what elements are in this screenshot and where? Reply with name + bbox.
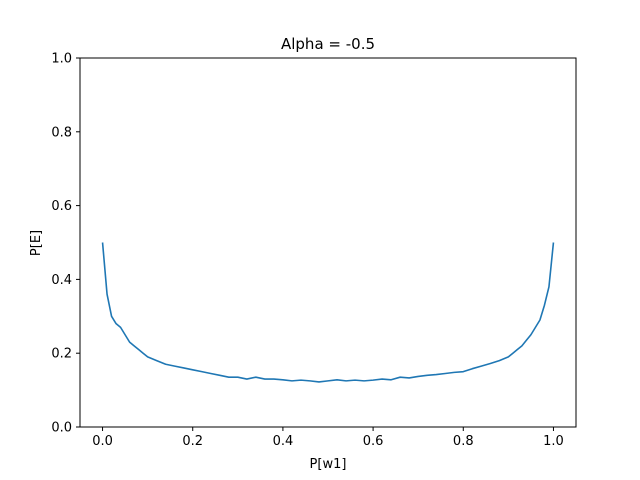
- chart-title: Alpha = -0.5: [281, 35, 375, 53]
- y-tick-label: 0.4: [51, 273, 72, 288]
- x-axis: 0.0 0.2 0.4 0.6 0.8 1.0: [92, 427, 564, 449]
- y-tick-label: 0.2: [51, 347, 72, 362]
- x-tick-label: 0.6: [363, 434, 384, 449]
- y-axis-label: P[E]: [29, 230, 44, 256]
- axes-frame: [79, 57, 577, 428]
- y-axis: 0.0 0.2 0.4 0.6 0.8 1.0: [51, 52, 80, 436]
- y-tick-label: 0.6: [51, 199, 72, 214]
- y-tick-label: 0.0: [51, 421, 72, 436]
- x-tick-label: 0.2: [182, 434, 203, 449]
- x-axis-label: P[w1]: [310, 457, 347, 472]
- x-tick-label: 0.4: [273, 434, 294, 449]
- x-tick-label: 0.8: [453, 434, 474, 449]
- series-line: [101, 242, 555, 383]
- plot-area: [101, 242, 555, 383]
- x-tick-label: 0.0: [92, 434, 113, 449]
- x-tick-label: 1.0: [543, 434, 564, 449]
- y-tick-label: 0.8: [51, 125, 72, 140]
- y-tick-label: 1.0: [51, 52, 72, 67]
